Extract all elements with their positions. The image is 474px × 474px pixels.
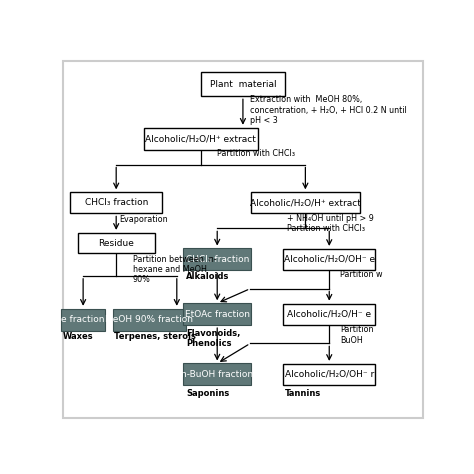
Bar	[183, 248, 251, 270]
Bar	[70, 192, 162, 213]
Text: Alcoholic/H₂O/OH⁻ r: Alcoholic/H₂O/OH⁻ r	[284, 370, 374, 379]
Text: Alcoholic/H₂O/H⁻ e: Alcoholic/H₂O/H⁻ e	[287, 310, 371, 319]
Bar	[183, 303, 251, 325]
Bar	[283, 364, 375, 385]
Text: Tannins: Tannins	[285, 389, 321, 398]
Text: Alkaloids: Alkaloids	[186, 272, 229, 281]
Text: Partition w: Partition w	[340, 270, 383, 279]
Text: n-BuOH fraction: n-BuOH fraction	[181, 370, 253, 379]
Text: Residue: Residue	[98, 238, 134, 247]
Text: Evaporation: Evaporation	[119, 215, 167, 224]
Text: Alcoholic/H₂O/H⁺ extract: Alcoholic/H₂O/H⁺ extract	[145, 135, 256, 144]
Text: Plant  material: Plant material	[210, 80, 276, 89]
Text: Terpenes, sterols: Terpenes, sterols	[114, 332, 195, 341]
Bar	[201, 73, 285, 96]
Text: Waxes: Waxes	[63, 332, 93, 341]
Text: Alcoholic/H₂O/OH⁻ e: Alcoholic/H₂O/OH⁻ e	[284, 255, 375, 264]
Bar	[112, 309, 186, 331]
Bar	[144, 128, 258, 150]
Text: CHCl₃ fraction: CHCl₃ fraction	[84, 199, 148, 207]
Bar	[283, 249, 375, 270]
Text: CHCl₃ fraction: CHCl₃ fraction	[185, 255, 249, 264]
Text: Alcoholic/H₂O/H⁺ extract: Alcoholic/H₂O/H⁺ extract	[250, 199, 361, 207]
Text: Extraction with  MeOH 80%,
concentration, + H₂O, + HCl 0.2 N until
pH < 3: Extraction with MeOH 80%, concentration,…	[250, 95, 407, 125]
Text: Partition between  n-
hexane and MeOH
90%: Partition between n- hexane and MeOH 90%	[133, 255, 216, 284]
Bar	[61, 309, 105, 331]
Text: EtOAc fraction: EtOAc fraction	[185, 310, 250, 319]
Text: Partition
BuOH: Partition BuOH	[340, 325, 374, 345]
Bar	[183, 364, 251, 385]
Text: Partition with CHCl₃: Partition with CHCl₃	[217, 149, 295, 158]
Text: MeOH 90% fraction: MeOH 90% fraction	[105, 315, 193, 324]
Text: e fraction: e fraction	[61, 315, 105, 324]
Text: Flavonoids,
Phenolics: Flavonoids, Phenolics	[186, 329, 240, 348]
Text: + NH₄OH until pH > 9
Partition with CHCl₃: + NH₄OH until pH > 9 Partition with CHCl…	[287, 214, 374, 233]
Text: Saponins: Saponins	[186, 389, 229, 398]
Bar	[78, 233, 155, 253]
Bar	[251, 192, 360, 213]
Bar	[283, 304, 375, 325]
